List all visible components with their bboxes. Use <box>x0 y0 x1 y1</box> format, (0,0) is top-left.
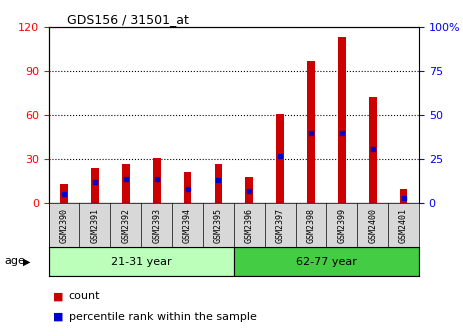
Text: GSM2395: GSM2395 <box>214 208 223 243</box>
Text: GSM2396: GSM2396 <box>245 208 254 243</box>
Bar <box>307 61 315 203</box>
Text: ■: ■ <box>53 291 64 301</box>
Text: GSM2393: GSM2393 <box>152 208 161 243</box>
Bar <box>234 247 419 276</box>
Text: GSM2399: GSM2399 <box>338 208 346 243</box>
Bar <box>245 177 253 203</box>
Text: 21-31 year: 21-31 year <box>111 257 171 266</box>
Bar <box>153 158 161 203</box>
Text: GSM2391: GSM2391 <box>90 208 100 243</box>
Text: count: count <box>69 291 100 301</box>
Text: GSM2401: GSM2401 <box>399 208 408 243</box>
Bar <box>276 114 284 203</box>
Text: GSM2394: GSM2394 <box>183 208 192 243</box>
Text: GDS156 / 31501_at: GDS156 / 31501_at <box>67 13 189 26</box>
Bar <box>338 37 346 203</box>
Text: ■: ■ <box>53 311 64 322</box>
Text: age: age <box>5 256 25 266</box>
Text: GSM2398: GSM2398 <box>307 208 315 243</box>
Bar <box>49 247 234 276</box>
Text: GSM2397: GSM2397 <box>275 208 285 243</box>
Bar <box>60 184 68 203</box>
Bar <box>122 164 130 203</box>
Text: percentile rank within the sample: percentile rank within the sample <box>69 311 257 322</box>
Bar <box>214 164 222 203</box>
Bar <box>369 97 376 203</box>
Text: ▶: ▶ <box>23 256 31 266</box>
Text: GSM2400: GSM2400 <box>368 208 377 243</box>
Text: GSM2392: GSM2392 <box>121 208 130 243</box>
Bar <box>184 172 191 203</box>
Bar <box>400 188 407 203</box>
Text: 62-77 year: 62-77 year <box>296 257 357 266</box>
Bar <box>91 168 99 203</box>
Text: GSM2390: GSM2390 <box>60 208 69 243</box>
